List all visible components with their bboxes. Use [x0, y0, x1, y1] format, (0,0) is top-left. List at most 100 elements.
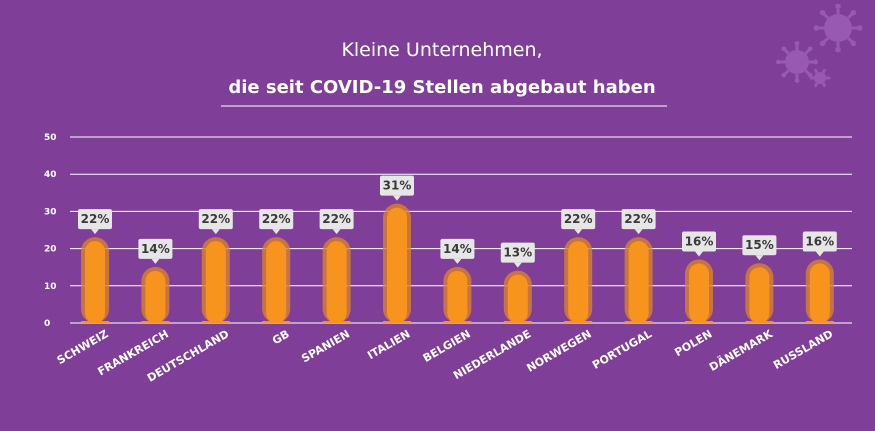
- value-label-box: [440, 238, 475, 259]
- value-label-pointer: [513, 262, 522, 268]
- value-label: 13%: [500, 242, 535, 268]
- x-category-label: SCHWEIZ: [55, 327, 111, 367]
- value-label: 22%: [319, 209, 354, 235]
- value-label-box: [138, 238, 173, 259]
- bar: [205, 241, 226, 323]
- virus-spike-tip: [794, 78, 800, 83]
- value-label-text: 16%: [805, 234, 834, 248]
- value-label: 16%: [682, 231, 716, 257]
- y-tick-label: 50: [44, 133, 57, 143]
- bar: [749, 267, 770, 323]
- value-label-text: 14%: [443, 242, 472, 256]
- y-tick-label: 30: [44, 207, 57, 217]
- virus-spike-tip: [835, 3, 841, 10]
- value-label-box: [802, 231, 837, 252]
- y-tick-label: 20: [44, 245, 57, 255]
- value-label-text: 22%: [262, 212, 291, 226]
- virus-spike-tip: [856, 25, 863, 31]
- bar: [809, 263, 830, 323]
- virus-body: [824, 14, 852, 42]
- value-label-pointer: [151, 258, 160, 264]
- value-label: 22%: [621, 209, 656, 235]
- virus-spike-tip: [813, 25, 820, 31]
- x-category-label: ITALIEN: [365, 327, 412, 362]
- bar: [689, 263, 709, 323]
- value-label: 22%: [561, 209, 596, 235]
- bar: [85, 241, 105, 323]
- value-label: 31%: [380, 175, 414, 201]
- value-label-pointer: [574, 229, 583, 235]
- virus-spike-tip: [809, 76, 812, 80]
- bar: [266, 241, 287, 323]
- bar: [447, 270, 468, 323]
- value-label-text: 22%: [322, 212, 351, 226]
- virus-body: [785, 50, 809, 74]
- value-label-box: [198, 209, 233, 230]
- x-category-label: PORTUGAL: [590, 327, 654, 371]
- value-label-pointer: [272, 229, 281, 235]
- virus-spike-tip: [823, 84, 826, 88]
- virus-spike-tip: [823, 68, 826, 72]
- bar-base: [141, 321, 170, 323]
- bar: [387, 207, 407, 323]
- y-axis-ticks: 0 10 20 30 40 50: [44, 133, 57, 329]
- bar-base: [624, 321, 653, 323]
- virus-spike-tip: [807, 46, 813, 52]
- virus-spike-tip: [781, 46, 787, 52]
- virus-spike-tip: [828, 76, 831, 80]
- bar-base: [201, 321, 230, 323]
- value-label-box: [78, 209, 112, 230]
- virus-spike-tip: [776, 59, 781, 65]
- value-label: 14%: [138, 238, 173, 264]
- value-label-text: 14%: [141, 242, 170, 256]
- virus-body: [814, 72, 826, 84]
- virus-spike-tip: [781, 72, 787, 78]
- value-label-text: 31%: [383, 179, 412, 193]
- value-label-pointer: [453, 258, 462, 264]
- virus-spike-tip: [814, 84, 817, 88]
- bar-base: [745, 321, 774, 323]
- chart-title: Kleine Unternehmen,: [341, 39, 542, 61]
- value-label-box: [561, 209, 596, 230]
- value-label-pointer: [91, 229, 99, 235]
- bar: [628, 241, 649, 323]
- bar-base: [564, 321, 593, 323]
- bar: [326, 241, 347, 323]
- x-category-label: SPANIEN: [299, 327, 352, 365]
- value-label-box: [500, 242, 535, 263]
- value-label-text: 13%: [503, 246, 532, 260]
- value-label-box: [259, 209, 294, 230]
- bar-base: [383, 321, 411, 323]
- bar-base: [262, 321, 291, 323]
- virus-spike-tip: [807, 72, 813, 78]
- bar: [568, 241, 589, 323]
- value-label-text: 22%: [624, 212, 653, 226]
- x-category-label: DÄNEMARK: [707, 326, 776, 374]
- value-label-pointer: [393, 195, 401, 201]
- y-tick-label: 40: [44, 170, 57, 180]
- value-labels: 22% 14% 22% 22% 22% 31% 14% 13% 22% 22% 16% 15% 16%: [78, 175, 837, 268]
- virus-spike-tip: [819, 9, 826, 16]
- x-category-label: NORWEGEN: [524, 327, 593, 374]
- value-label-box: [682, 231, 716, 252]
- bar-base: [503, 321, 532, 323]
- bar-base: [805, 321, 834, 323]
- bar-base: [81, 321, 109, 323]
- bar-base: [685, 321, 713, 323]
- x-category-label: RUSSLAND: [771, 327, 835, 372]
- value-label-pointer: [211, 229, 220, 235]
- value-label-text: 15%: [745, 238, 774, 252]
- x-category-label: GB: [270, 327, 292, 347]
- value-label: 22%: [198, 209, 233, 235]
- virus-spike-tip: [794, 41, 800, 46]
- value-label: 22%: [78, 209, 112, 235]
- value-label-pointer: [815, 251, 824, 257]
- value-label-text: 22%: [201, 212, 230, 226]
- chart-subtitle: die seit COVID-19 Stellen abgebaut haben: [228, 77, 655, 98]
- value-label-pointer: [755, 255, 764, 261]
- value-label-pointer: [634, 229, 643, 235]
- value-label-box: [621, 209, 656, 230]
- value-label-text: 22%: [564, 212, 593, 226]
